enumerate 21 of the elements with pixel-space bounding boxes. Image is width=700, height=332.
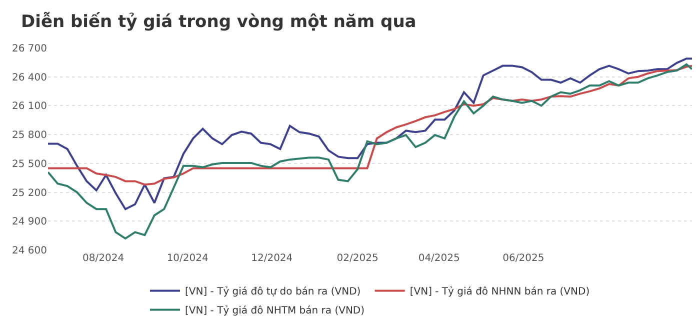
y-tick-label: 24 900 — [12, 216, 47, 228]
y-tick-label: 25 500 — [12, 158, 47, 170]
line-series — [48, 58, 692, 210]
legend-label: [VN] - Tỷ giá đô tự do bán ra (VND) — [185, 286, 361, 298]
x-tick-label: 04/2025 — [418, 253, 460, 264]
line-series — [48, 64, 692, 186]
y-tick-label: 26 100 — [12, 101, 47, 112]
x-tick-label: 12/2024 — [251, 253, 293, 264]
y-tick-label: 25 200 — [12, 188, 47, 199]
x-tick-label: 10/2024 — [166, 253, 208, 264]
x-tick-label: 02/2025 — [336, 253, 378, 264]
y-tick-label: 24 600 — [12, 246, 47, 256]
legend-label: [VN] - Tỷ giá đô NHTM bán ra (VND) — [185, 304, 365, 317]
legend-label: [VN] - Tỷ giá đô NHNN bán ra (VND) — [410, 286, 590, 298]
y-tick-label: 25 800 — [12, 130, 47, 142]
chart-title: Diễn biến tỷ giá trong vòng một năm qua — [21, 10, 416, 32]
y-tick-label: 26 400 — [12, 72, 47, 84]
y-tick-label: 26 700 — [12, 44, 47, 54]
x-tick-label: 08/2024 — [82, 253, 124, 264]
line-series — [48, 63, 692, 240]
x-tick-label: 06/2025 — [502, 253, 544, 264]
